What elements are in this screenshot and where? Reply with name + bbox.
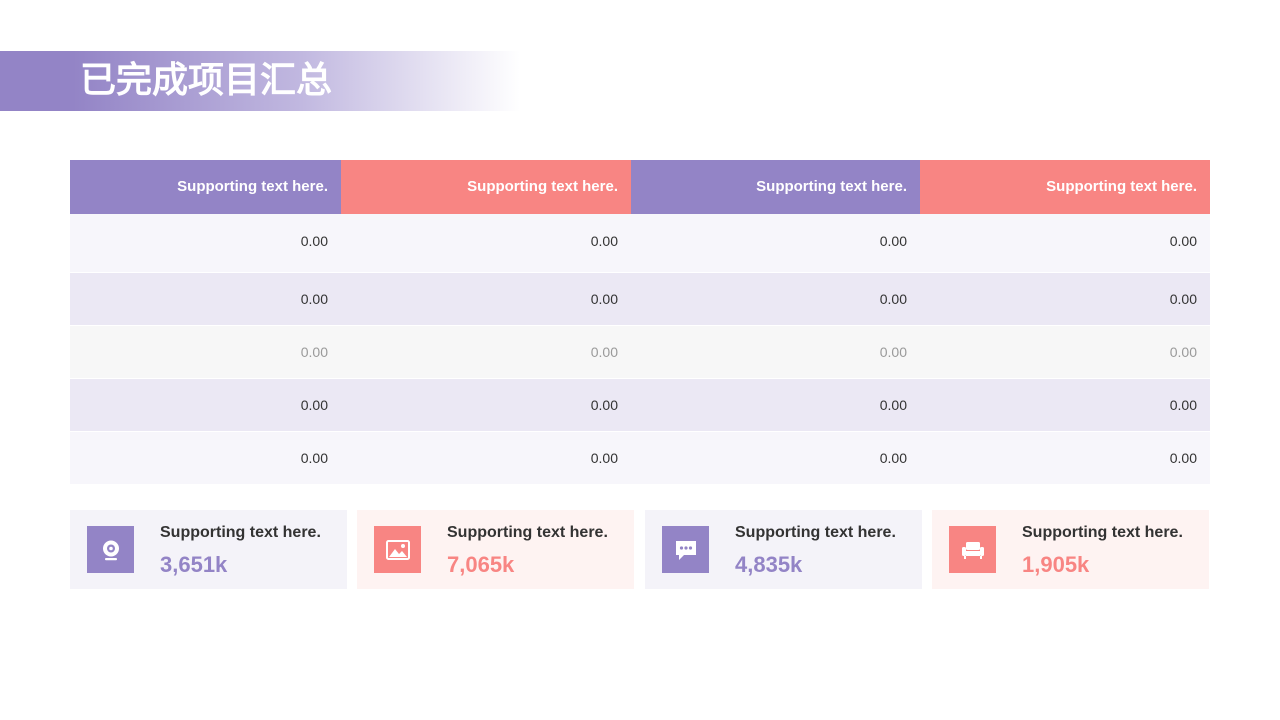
webcam-icon (87, 526, 134, 573)
table-cell: 0.00 (879, 450, 907, 466)
table-cell: 0.00 (1169, 397, 1197, 413)
stat-card-label: Supporting text here. (1022, 524, 1183, 541)
table-cell: 0.00 (590, 233, 618, 249)
page-title: 已完成项目汇总 (80, 60, 333, 101)
table-cell: 0.00 (300, 291, 328, 307)
stat-cards: Supporting text here. 3,651k Supporting … (70, 510, 1210, 589)
table-row: 0.00 0.00 0.00 0.00 (70, 379, 1210, 431)
table-cell: 0.00 (590, 397, 618, 413)
table-header-cell: Supporting text here. (341, 160, 631, 214)
table-row: 0.00 0.00 0.00 0.00 (70, 432, 1210, 484)
table-cell: 0.00 (590, 344, 618, 360)
table-cell: 0.00 (300, 233, 328, 249)
stat-card: Supporting text here. 4,835k (645, 510, 922, 589)
table-cell: 0.00 (1169, 233, 1197, 249)
table-header-cell: Supporting text here. (920, 160, 1210, 214)
summary-table: Supporting text here. Supporting text he… (70, 160, 1210, 484)
table-header-cell: Supporting text here. (70, 160, 341, 214)
table-cell: 0.00 (879, 344, 907, 360)
table-cell: 0.00 (879, 397, 907, 413)
stat-card-label: Supporting text here. (160, 524, 321, 541)
stat-card: Supporting text here. 1,905k (932, 510, 1209, 589)
table-cell: 0.00 (1169, 450, 1197, 466)
image-icon (374, 526, 421, 573)
sofa-icon (949, 526, 996, 573)
title-banner: 已完成项目汇总 (0, 51, 520, 111)
table-row: 0.00 0.00 0.00 0.00 (70, 326, 1210, 378)
table-cell: 0.00 (879, 233, 907, 249)
table-cell: 0.00 (300, 397, 328, 413)
stat-card-value: 4,835k (735, 552, 803, 577)
stat-card-value: 3,651k (160, 552, 228, 577)
stat-card-label: Supporting text here. (735, 524, 896, 541)
chat-bubble-icon (662, 526, 709, 573)
table-row: 0.00 0.00 0.00 0.00 (70, 214, 1210, 272)
stat-card-value: 1,905k (1022, 552, 1090, 577)
table-cell: 0.00 (300, 450, 328, 466)
table-cell: 0.00 (590, 450, 618, 466)
stat-card-value: 7,065k (447, 552, 515, 577)
table-header: Supporting text here. Supporting text he… (70, 160, 1210, 214)
table-header-cell: Supporting text here. (631, 160, 920, 214)
table-cell: 0.00 (300, 344, 328, 360)
stat-card: Supporting text here. 7,065k (357, 510, 634, 589)
table-cell: 0.00 (1169, 291, 1197, 307)
table-cell: 0.00 (1169, 344, 1197, 360)
table-cell: 0.00 (879, 291, 907, 307)
table-row: 0.00 0.00 0.00 0.00 (70, 273, 1210, 325)
stat-card: Supporting text here. 3,651k (70, 510, 347, 589)
stat-card-label: Supporting text here. (447, 524, 608, 541)
table-cell: 0.00 (590, 291, 618, 307)
